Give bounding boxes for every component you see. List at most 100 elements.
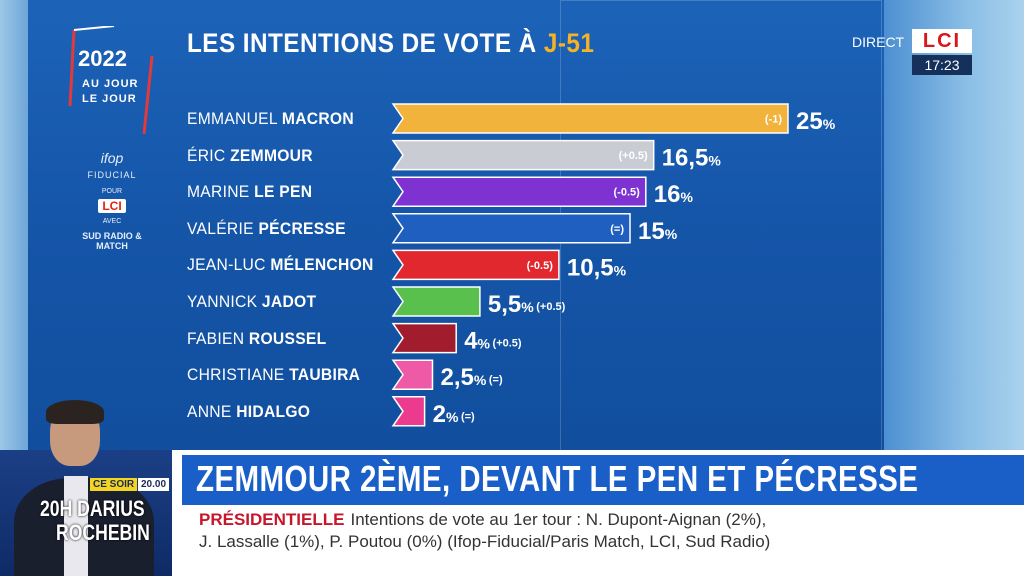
headline-banner: [182, 455, 1024, 505]
show-title-line1: 20H DARIUS: [40, 496, 145, 521]
title-prefix: LES INTENTIONS DE VOTE À: [187, 28, 544, 58]
candidate-last-name: JADOT: [261, 292, 317, 311]
value-number: 25: [796, 108, 823, 135]
change-label: (-1): [765, 114, 782, 126]
anchor-shirt: [64, 476, 88, 576]
pollster-logo: ifop: [100, 150, 124, 166]
logo-line3: LE JOUR: [82, 93, 137, 105]
candidate-last-name: ROUSSEL: [248, 328, 327, 348]
value-label: 10,5%: [567, 254, 627, 281]
value-unit: %: [823, 116, 836, 132]
candidate-name: MARINE LE PEN: [187, 182, 312, 202]
value-label: 2,5%: [441, 364, 487, 391]
candidate-first-name: ÉRIC: [187, 145, 231, 165]
bar: [391, 213, 631, 244]
bar: [391, 103, 789, 134]
value-label: 5,5%: [488, 291, 534, 318]
candidate-first-name: ANNE: [187, 401, 237, 421]
bar: [391, 286, 481, 317]
title-highlight: J-51: [543, 28, 595, 58]
ce-soir-badge: CE SOIR: [90, 478, 138, 491]
clock: 17:23: [912, 55, 972, 75]
candidate-first-name: JEAN-LUC: [187, 255, 271, 275]
value-label: 2%: [433, 401, 459, 428]
candidate-first-name: MARINE: [187, 182, 255, 202]
candidate-first-name: CHRISTIANE: [187, 365, 290, 385]
candidate-name: JEAN-LUC MÉLENCHON: [187, 255, 374, 275]
candidate-last-name: PÉCRESSE: [258, 218, 346, 238]
candidate-name: CHRISTIANE TAUBIRA: [187, 365, 360, 385]
anchor-hair: [46, 400, 104, 424]
value-unit: %: [681, 189, 694, 205]
value-unit: %: [478, 336, 491, 352]
value-unit: %: [446, 409, 459, 425]
candidate-first-name: VALÉRIE: [187, 218, 259, 238]
ticker-line1: PRÉSIDENTIELLE Intentions de vote au 1er …: [199, 510, 766, 530]
candidate-name: FABIEN ROUSSEL: [187, 329, 326, 349]
lci-small-logo: LCI: [76, 199, 148, 213]
chart-title: LES INTENTIONS DE VOTE À J-51: [187, 28, 594, 59]
logo-year: 2022: [78, 46, 127, 71]
change-label: (-0.5): [527, 260, 554, 272]
value-number: 15: [638, 218, 665, 245]
show-time: 20.00: [138, 478, 170, 491]
change-label: (=): [489, 374, 503, 386]
avec-label: AVEC: [102, 218, 122, 225]
ticker-text1: Intentions de vote au 1er tour : N. Dupo…: [350, 510, 767, 529]
candidate-name: ÉRIC ZEMMOUR: [187, 146, 313, 166]
candidate-name: VALÉRIE PÉCRESSE: [187, 219, 346, 239]
change-label: (+0.5): [493, 338, 522, 350]
au-jour-le-jour-logo: 2022 AU JOUR LE JOUR: [64, 26, 160, 136]
change-label: (+0.5): [536, 301, 565, 313]
ticker-line2: J. Lassalle (1%), P. Poutou (0%) (Ifop-F…: [199, 532, 771, 551]
bar: [391, 249, 560, 281]
value-unit: %: [614, 262, 627, 278]
value-number: 5,5: [488, 291, 521, 318]
value-unit: %: [665, 226, 678, 242]
value-label: 16%: [654, 181, 694, 208]
lci-small-text: LCI: [98, 199, 126, 213]
candidate-last-name: MACRON: [281, 109, 354, 128]
bar: [391, 139, 655, 171]
value-unit: %: [708, 153, 721, 169]
value-unit: %: [521, 299, 534, 315]
candidate-last-name: HIDALGO: [236, 401, 311, 421]
candidate-name: ANNE HIDALGO: [187, 402, 310, 422]
logo-frame-icon: [68, 26, 154, 135]
candidate-first-name: YANNICK: [187, 292, 262, 311]
candidate-name: EMMANUEL MACRON: [187, 109, 354, 129]
candidate-first-name: EMMANUEL: [187, 109, 282, 128]
bar-chart: 25%(-1)16,5%(+0.5)16%(-0.5)15%(=)10,5%(-…: [391, 103, 836, 428]
candidate-last-name: TAUBIRA: [289, 365, 361, 385]
value-label: 4%: [464, 328, 490, 355]
headline: ZEMMOUR 2ÈME, DEVANT LE PEN ET PÉCRESSE: [196, 458, 919, 499]
right-decor-panel: [884, 0, 1024, 450]
candidate-last-name: LE PEN: [254, 182, 313, 202]
partners-logos: SUD RADIO & MATCH: [82, 231, 142, 251]
change-label: (=): [461, 411, 475, 423]
value-number: 4: [464, 328, 478, 355]
pollster-sub: FIDUCIAL: [87, 170, 137, 180]
left-decor-panel: [0, 0, 28, 450]
candidate-first-name: FABIEN: [187, 328, 249, 348]
candidate-name: YANNICK JADOT: [187, 292, 316, 312]
pour-label: POUR: [101, 188, 123, 195]
show-title-line2: ROCHEBIN: [56, 520, 150, 545]
candidate-last-name: ZEMMOUR: [230, 145, 313, 165]
direct-label: DIRECT: [852, 34, 905, 50]
lci-channel-logo: LCI: [912, 29, 972, 53]
change-label: (=): [610, 223, 624, 235]
value-label: 15%: [638, 218, 678, 245]
change-label: (+0.5): [619, 150, 648, 162]
value-label: 25%: [796, 108, 836, 135]
value-number: 16: [654, 181, 681, 208]
bar: [391, 176, 647, 207]
bar: [391, 359, 434, 390]
value-number: 10,5: [567, 254, 614, 281]
bar: [391, 396, 426, 427]
candidate-last-name: MÉLENCHON: [270, 255, 374, 275]
bar: [391, 322, 457, 354]
value-number: 2,5: [441, 364, 474, 391]
value-label: 16,5%: [662, 145, 722, 172]
